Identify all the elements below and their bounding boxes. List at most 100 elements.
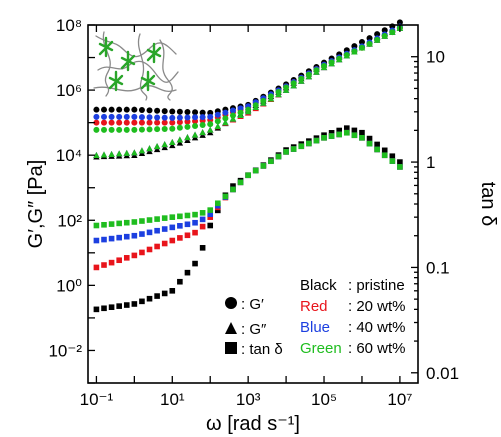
gprime-point bbox=[214, 118, 221, 125]
gprime-point bbox=[116, 126, 123, 133]
gprime-point bbox=[161, 114, 168, 121]
tandelta-point bbox=[169, 288, 176, 294]
tandelta-point bbox=[252, 167, 259, 174]
gprime-point bbox=[169, 108, 176, 115]
tandelta-point bbox=[184, 212, 191, 219]
tandelta-point bbox=[101, 262, 107, 268]
tandelta-point bbox=[123, 302, 130, 308]
gprime-point bbox=[146, 119, 153, 126]
gprime-point bbox=[184, 123, 191, 130]
tandelta-point bbox=[101, 305, 107, 312]
axis-ticks bbox=[88, 24, 418, 384]
gprime-point bbox=[131, 126, 138, 133]
tandelta-point bbox=[298, 143, 305, 150]
tandelta-point bbox=[275, 153, 282, 160]
gprime-point bbox=[101, 119, 108, 126]
color-legend: Black : pristine Red : 20 wt% Blue : 40 … bbox=[300, 277, 406, 357]
data-marks bbox=[93, 19, 404, 313]
tandelta-point bbox=[184, 269, 191, 276]
gdoubleprime-point bbox=[161, 144, 168, 151]
gdoubleprime-point bbox=[93, 151, 100, 158]
gprime-point bbox=[192, 122, 199, 129]
gdoubleprime-point bbox=[305, 73, 313, 80]
gdoubleprime-point bbox=[169, 139, 176, 146]
tandelta-point bbox=[139, 298, 145, 305]
tandelta-point bbox=[351, 132, 358, 139]
legend-circle-marker bbox=[225, 297, 237, 309]
marker-legend: : G′ : G″ : tan δ bbox=[225, 296, 283, 358]
tandelta-point bbox=[192, 219, 198, 226]
gprime-point bbox=[154, 119, 161, 126]
gprime-point bbox=[93, 106, 100, 113]
gprime-point bbox=[123, 126, 130, 133]
gdoubleprime-point bbox=[123, 149, 130, 156]
tandelta-point bbox=[192, 211, 198, 218]
legend-gp-label: : G′ bbox=[241, 296, 264, 313]
gprime-point bbox=[207, 113, 214, 120]
tandelta-point bbox=[177, 278, 183, 285]
gprime-point bbox=[131, 119, 138, 126]
y-left-tick-label: 10⁻² bbox=[48, 341, 82, 360]
tandelta-point bbox=[116, 220, 122, 227]
gdoubleprime-point bbox=[373, 36, 381, 43]
tandelta-point bbox=[192, 229, 198, 236]
tandelta-point bbox=[101, 222, 107, 228]
tandelta-point bbox=[222, 193, 229, 200]
tandelta-point bbox=[123, 219, 130, 226]
tandelta-point bbox=[108, 235, 115, 242]
gprime-point bbox=[93, 113, 100, 120]
legend-gpp-label: : G″ bbox=[241, 321, 267, 338]
gdoubleprime-point bbox=[153, 143, 161, 150]
tandelta-point bbox=[169, 224, 176, 231]
tandelta-point bbox=[321, 134, 327, 141]
gprime-point bbox=[101, 106, 108, 113]
tandelta-point bbox=[131, 301, 138, 307]
gprime-point bbox=[169, 119, 176, 126]
tandelta-point bbox=[161, 226, 168, 232]
gprime-point bbox=[131, 113, 138, 120]
tandelta-point bbox=[381, 152, 388, 159]
gdoubleprime-point bbox=[138, 147, 146, 154]
tandelta-point bbox=[366, 140, 373, 147]
tandelta-point bbox=[169, 237, 176, 244]
gprime-point bbox=[229, 112, 236, 119]
tandelta-point bbox=[328, 133, 335, 139]
gprime-point bbox=[154, 107, 161, 114]
gprime-point bbox=[237, 105, 244, 112]
tandelta-point bbox=[290, 146, 297, 152]
gprime-point bbox=[161, 108, 168, 115]
gdoubleprime-point bbox=[328, 60, 335, 67]
tandelta-point bbox=[199, 245, 206, 251]
tandelta-point bbox=[108, 259, 115, 266]
tandelta-point bbox=[146, 246, 153, 253]
gprime-point bbox=[131, 106, 138, 113]
gprime-point bbox=[123, 119, 130, 126]
gprime-point bbox=[108, 126, 115, 133]
tandelta-point bbox=[207, 214, 214, 220]
gdoubleprime-point bbox=[389, 28, 396, 35]
gprime-point bbox=[199, 109, 206, 116]
legend-triangle-marker bbox=[225, 322, 237, 334]
gprime-point bbox=[101, 126, 108, 133]
gdoubleprime-point bbox=[115, 150, 123, 157]
gprime-point bbox=[207, 121, 214, 128]
tandelta-point bbox=[93, 237, 100, 244]
tandelta-point bbox=[154, 293, 160, 299]
gprime-point bbox=[138, 107, 145, 114]
y-right-tick-label: 0.01 bbox=[426, 364, 459, 383]
tandelta-point bbox=[131, 252, 138, 259]
gdoubleprime-point bbox=[313, 68, 320, 75]
gdoubleprime-point bbox=[320, 64, 328, 71]
gprime-point bbox=[184, 118, 191, 125]
tandelta-point bbox=[177, 223, 183, 229]
tandelta-point bbox=[359, 134, 365, 141]
tandelta-point bbox=[306, 140, 312, 147]
y-left-tick-label: 10⁶ bbox=[56, 81, 82, 100]
gprime-point bbox=[192, 109, 199, 116]
tick-labels: 10⁻¹ 10¹ 10³ 10⁵ 10⁷ 10⁻² 10⁰ 10² 10⁴ 10⁶ 10⁸ 0.01 0… bbox=[48, 16, 459, 409]
tandelta-point bbox=[374, 141, 380, 148]
tandelta-point bbox=[381, 147, 388, 154]
network-illustration bbox=[93, 31, 179, 101]
legend-red-desc: : 20 wt% bbox=[348, 298, 406, 315]
